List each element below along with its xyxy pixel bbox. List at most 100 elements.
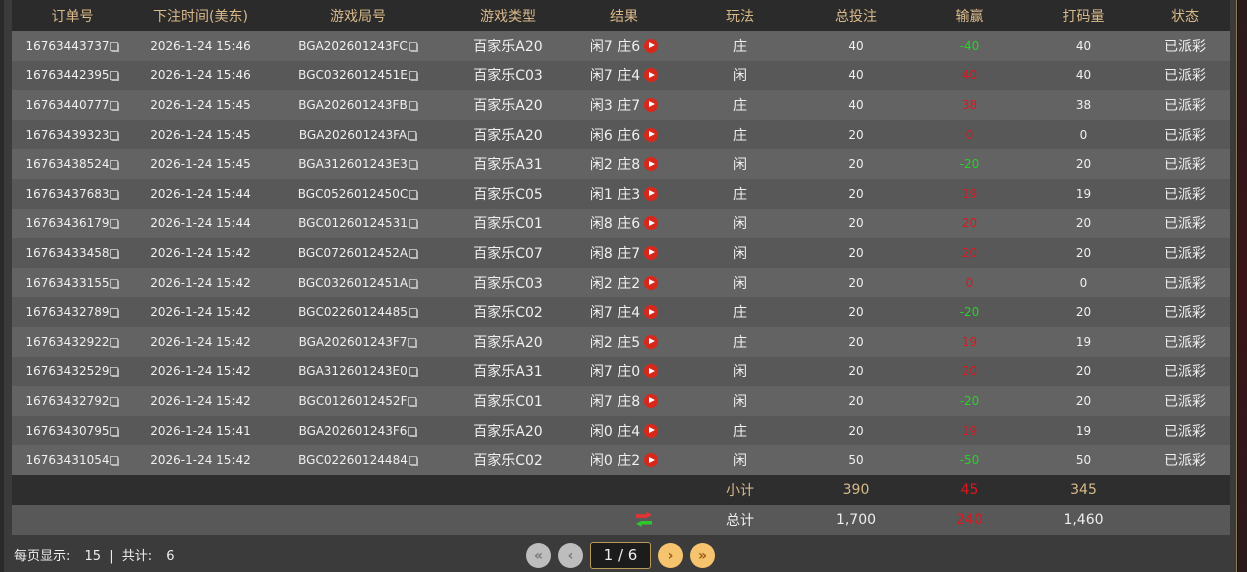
round-id-text: BGA312601243E3 <box>298 157 408 172</box>
order-id: 16763442395 <box>12 60 133 91</box>
play-replay-icon[interactable] <box>644 186 659 201</box>
copy-icon[interactable] <box>408 426 418 437</box>
play-replay-icon[interactable] <box>644 453 659 468</box>
bet-time: 2026-1-24 15:44 <box>133 208 268 239</box>
column-header: 玩法 <box>680 0 800 31</box>
order-id-text: 16763436179 <box>25 216 110 231</box>
subtotal-turnover: 345 <box>1027 474 1140 505</box>
play-replay-icon[interactable] <box>644 68 659 83</box>
play-replay-icon[interactable] <box>644 97 659 112</box>
page-input[interactable]: 1 / 6 <box>590 542 651 569</box>
copy-icon[interactable] <box>408 337 418 348</box>
bet-type: 闲 <box>680 267 800 298</box>
next-page-button[interactable]: › <box>658 543 683 568</box>
copy-icon[interactable] <box>408 396 418 407</box>
copy-icon[interactable] <box>110 308 120 319</box>
status: 已派彩 <box>1140 119 1230 150</box>
column-header: 输赢 <box>912 0 1027 31</box>
play-replay-icon[interactable] <box>644 305 659 320</box>
play-replay-icon[interactable] <box>644 334 659 349</box>
copy-icon[interactable] <box>408 219 418 230</box>
prev-page-button[interactable]: ‹ <box>558 543 583 568</box>
order-id-text: 16763432529 <box>25 364 110 379</box>
bet-type: 庄 <box>680 31 800 61</box>
table-row: 16763431054 2026-1-24 15:42 BGC02260124484… <box>12 445 1230 475</box>
copy-icon[interactable] <box>110 337 120 348</box>
copy-icon[interactable] <box>110 367 120 378</box>
play-replay-icon[interactable] <box>644 423 659 438</box>
column-header: 下注时间(美东) <box>133 0 268 31</box>
round-id-text: BGA202601243FB <box>298 97 408 112</box>
turnover: 0 <box>1027 119 1140 150</box>
first-page-button[interactable]: « <box>526 543 551 568</box>
last-page-button[interactable]: » <box>690 543 715 568</box>
per-page-label: 每页显示: <box>14 549 71 564</box>
win-loss: 40 <box>912 60 1027 91</box>
copy-icon[interactable] <box>110 189 120 200</box>
play-replay-icon[interactable] <box>644 393 659 408</box>
refresh-icon[interactable] <box>634 510 654 530</box>
play-replay-icon[interactable] <box>644 38 659 53</box>
play-replay-icon[interactable] <box>644 364 659 379</box>
total-label: 总计 <box>680 504 800 535</box>
copy-icon[interactable] <box>110 426 120 437</box>
stake: 20 <box>800 149 912 179</box>
total-label: 共计: <box>121 549 153 564</box>
order-id: 16763432922 <box>12 326 133 357</box>
copy-icon[interactable] <box>408 41 418 52</box>
play-replay-icon[interactable] <box>644 157 659 172</box>
game-type: 百家乐C01 <box>448 208 568 239</box>
copy-icon[interactable] <box>110 41 120 52</box>
bet-time: 2026-1-24 15:42 <box>133 356 268 387</box>
play-replay-icon[interactable] <box>644 275 659 290</box>
order-id: 16763431054 <box>12 445 133 475</box>
table-row: 16763430795 2026-1-24 15:41 BGA202601243F6… <box>12 415 1230 446</box>
copy-icon[interactable] <box>110 248 120 259</box>
copy-icon[interactable] <box>110 160 120 171</box>
total-value: 6 <box>166 549 175 564</box>
turnover: 20 <box>1027 297 1140 327</box>
round-id-text: BGC0726012452A <box>297 245 409 260</box>
copy-icon[interactable] <box>110 396 120 407</box>
win-loss: 38 <box>912 90 1027 120</box>
bet-type: 庄 <box>680 119 800 150</box>
play-replay-icon[interactable] <box>644 127 659 142</box>
copy-icon[interactable] <box>409 248 419 259</box>
win-loss: 20 <box>912 208 1027 239</box>
copy-icon[interactable] <box>408 456 418 467</box>
copy-icon[interactable] <box>408 71 418 82</box>
stake: 20 <box>800 386 912 416</box>
result-text: 闲2 庄5 <box>589 334 641 351</box>
copy-icon[interactable] <box>409 189 419 200</box>
copy-icon[interactable] <box>408 160 418 171</box>
copy-icon[interactable] <box>110 100 120 111</box>
round-id-text: BGA202601243F7 <box>298 334 408 349</box>
copy-icon[interactable] <box>110 278 120 289</box>
play-replay-icon[interactable] <box>644 216 659 231</box>
copy-icon[interactable] <box>110 456 120 467</box>
round-id: BGC0526012450C <box>268 178 448 209</box>
copy-icon[interactable] <box>409 278 419 289</box>
game-type: 百家乐C07 <box>448 238 568 268</box>
copy-icon[interactable] <box>110 71 120 82</box>
table-row: 16763432922 2026-1-24 15:42 BGA202601243F7… <box>12 326 1230 357</box>
copy-icon[interactable] <box>110 130 120 141</box>
turnover: 20 <box>1027 386 1140 416</box>
status: 已派彩 <box>1140 178 1230 209</box>
table-row: 16763443737 2026-1-24 15:46 BGA202601243FC… <box>12 31 1230 61</box>
stake: 40 <box>800 90 912 120</box>
status: 已派彩 <box>1140 267 1230 298</box>
copy-icon[interactable] <box>408 100 418 111</box>
bet-time: 2026-1-24 15:42 <box>133 445 268 475</box>
win-loss: -20 <box>912 297 1027 327</box>
order-id: 16763432792 <box>12 386 133 416</box>
copy-icon[interactable] <box>110 219 120 230</box>
result-text: 闲6 庄6 <box>589 127 641 144</box>
play-replay-icon[interactable] <box>644 245 659 260</box>
copy-icon[interactable] <box>408 308 418 319</box>
result-text: 闲2 庄2 <box>589 275 641 292</box>
copy-icon[interactable] <box>408 367 418 378</box>
status: 已派彩 <box>1140 297 1230 327</box>
copy-icon[interactable] <box>408 130 418 141</box>
turnover: 20 <box>1027 208 1140 239</box>
